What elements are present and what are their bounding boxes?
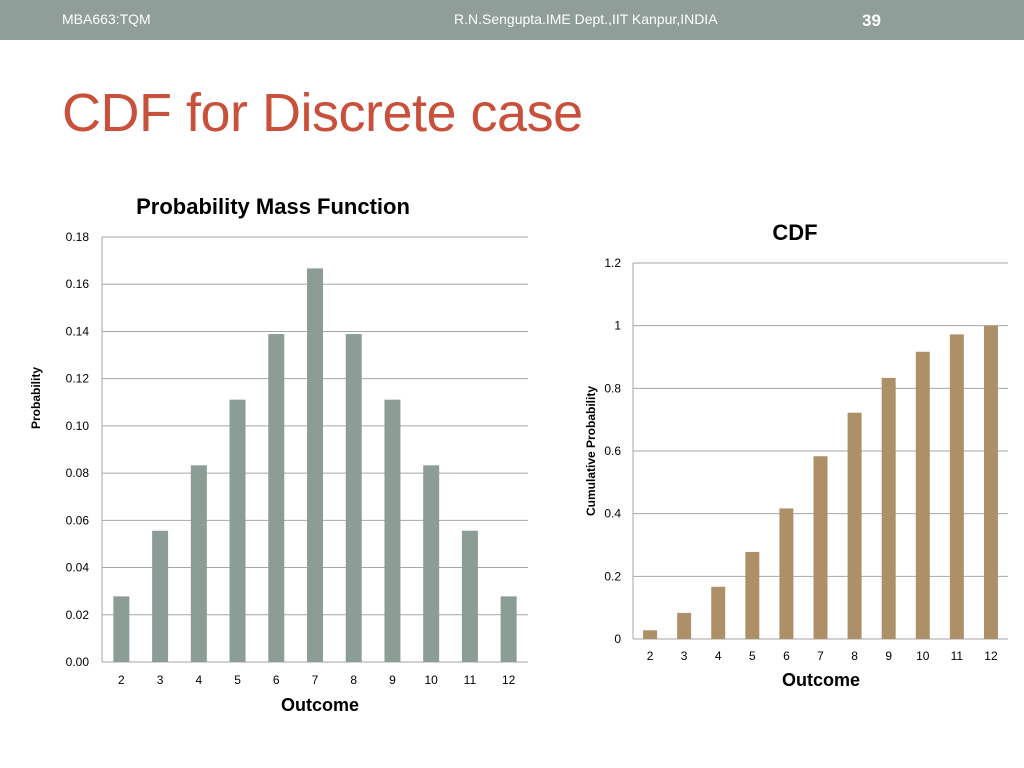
pmf-x-tick-label: 7 bbox=[312, 673, 319, 687]
cdf-bar-10 bbox=[915, 351, 930, 639]
header-bar: MBA663:TQM R.N.Sengupta.IME Dept.,IIT Ka… bbox=[0, 0, 1024, 40]
pmf-y-tick-label: 0.00 bbox=[66, 655, 90, 669]
cdf-x-tick-label: 11 bbox=[951, 649, 964, 663]
cdf-y-tick-label: 0 bbox=[614, 632, 621, 646]
pmf-bar-11 bbox=[461, 530, 478, 662]
pmf-x-axis-title: Outcome bbox=[281, 695, 359, 715]
cdf-x-tick-label: 12 bbox=[984, 649, 998, 663]
course-label: MBA663:TQM bbox=[62, 11, 151, 27]
cdf-x-axis-title: Outcome bbox=[782, 670, 860, 690]
pmf-x-tick-label: 11 bbox=[464, 673, 477, 687]
pmf-bar-10 bbox=[423, 465, 440, 662]
pmf-bar-6 bbox=[268, 334, 285, 662]
pmf-x-tick-label: 12 bbox=[502, 673, 516, 687]
cdf-x-tick-label: 4 bbox=[715, 649, 722, 663]
slide-number: 39 bbox=[862, 11, 881, 30]
pmf-y-tick-label: 0.06 bbox=[66, 513, 90, 527]
pmf-y-tick-label: 0.02 bbox=[66, 608, 90, 622]
cdf-x-tick-label: 2 bbox=[647, 649, 654, 663]
cdf-y-axis-title: Cumulative Probability bbox=[584, 386, 598, 516]
pmf-bar-12 bbox=[500, 596, 517, 662]
pmf-x-tick-label: 8 bbox=[350, 673, 357, 687]
pmf-y-tick-label: 0.18 bbox=[66, 230, 90, 244]
cdf-bar-4 bbox=[711, 586, 726, 639]
pmf-bar-2 bbox=[113, 596, 130, 662]
pmf-x-tick-label: 2 bbox=[118, 673, 125, 687]
pmf-y-tick-label: 0.14 bbox=[66, 324, 90, 338]
pmf-bar-3 bbox=[152, 530, 169, 662]
cdf-y-tick-label: 0.6 bbox=[604, 444, 621, 458]
pmf-y-tick-label: 0.08 bbox=[66, 466, 90, 480]
cdf-bar-9 bbox=[881, 377, 896, 639]
author-label: R.N.Sengupta.IME Dept.,IIT Kanpur,INDIA bbox=[454, 11, 718, 27]
cdf-x-tick-label: 8 bbox=[851, 649, 858, 663]
pmf-bar-7 bbox=[307, 268, 323, 662]
pmf-y-tick-label: 0.10 bbox=[66, 419, 90, 433]
pmf-y-axis-title: Probability bbox=[29, 367, 43, 429]
pmf-x-tick-label: 5 bbox=[234, 673, 241, 687]
cdf-bar-2 bbox=[643, 630, 658, 639]
cdf-x-tick-label: 10 bbox=[916, 649, 930, 663]
pmf-bar-9 bbox=[384, 399, 401, 662]
cdf-y-tick-label: 0.4 bbox=[604, 507, 621, 521]
cdf-bar-7 bbox=[813, 456, 828, 639]
pmf-x-tick-label: 4 bbox=[195, 673, 202, 687]
pmf-bar-5 bbox=[229, 399, 246, 662]
pmf-x-tick-label: 6 bbox=[273, 673, 280, 687]
cdf-bar-3 bbox=[677, 612, 692, 639]
cdf-bar-11 bbox=[949, 334, 964, 639]
cdf-bar-12 bbox=[983, 325, 998, 639]
cdf-x-tick-label: 9 bbox=[885, 649, 892, 663]
pmf-x-tick-label: 10 bbox=[425, 673, 439, 687]
cdf-bar-6 bbox=[779, 508, 794, 639]
pmf-x-tick-label: 9 bbox=[389, 673, 396, 687]
pmf-x-tick-label: 3 bbox=[157, 673, 164, 687]
pmf-chart-title: Probability Mass Function bbox=[136, 194, 410, 219]
pmf-y-tick-label: 0.16 bbox=[66, 277, 90, 291]
cdf-bar-8 bbox=[847, 412, 862, 639]
cdf-y-tick-label: 0.8 bbox=[604, 381, 621, 395]
cdf-y-tick-label: 1 bbox=[614, 319, 621, 333]
cdf-x-tick-label: 7 bbox=[817, 649, 824, 663]
slide-title: CDF for Discrete case bbox=[62, 83, 583, 143]
cdf-x-tick-label: 5 bbox=[749, 649, 756, 663]
cdf-y-tick-label: 0.2 bbox=[604, 569, 621, 583]
pmf-bar-4 bbox=[190, 465, 207, 662]
cdf-bar-5 bbox=[745, 551, 760, 639]
cdf-x-tick-label: 3 bbox=[681, 649, 688, 663]
pmf-bar-8 bbox=[345, 334, 362, 662]
pmf-y-tick-label: 0.04 bbox=[66, 561, 90, 575]
cdf-x-tick-label: 6 bbox=[783, 649, 790, 663]
cdf-chart-title: CDF bbox=[772, 220, 817, 245]
pmf-y-tick-label: 0.12 bbox=[66, 372, 90, 386]
cdf-y-tick-label: 1.2 bbox=[604, 256, 621, 270]
